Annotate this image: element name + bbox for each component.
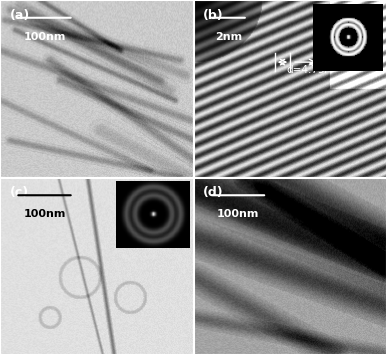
- Text: (a): (a): [10, 9, 30, 22]
- Text: 100nm: 100nm: [23, 209, 66, 219]
- Text: 100nm: 100nm: [23, 32, 66, 42]
- Text: 2nm: 2nm: [215, 32, 242, 42]
- Text: (d): (d): [203, 186, 224, 200]
- Text: d=4.73Å: d=4.73Å: [286, 65, 332, 75]
- Text: (b): (b): [203, 9, 224, 22]
- Text: 100nm: 100nm: [217, 209, 259, 219]
- Text: (c): (c): [10, 186, 29, 200]
